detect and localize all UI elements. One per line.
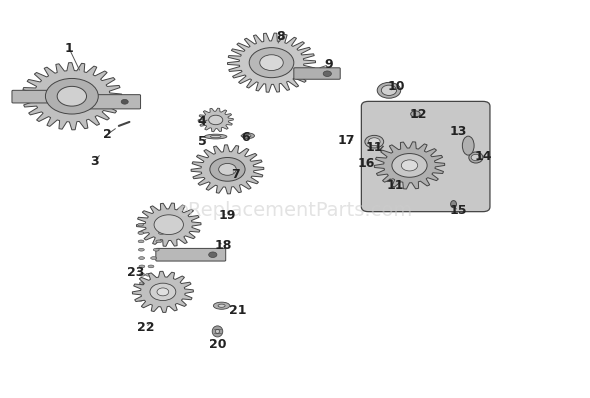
Ellipse shape xyxy=(218,304,225,307)
Circle shape xyxy=(260,55,283,70)
Text: 5: 5 xyxy=(198,135,206,148)
Text: 22: 22 xyxy=(137,321,155,334)
Text: 11: 11 xyxy=(386,179,404,193)
Ellipse shape xyxy=(138,240,144,243)
Ellipse shape xyxy=(377,82,401,98)
Circle shape xyxy=(154,215,183,234)
FancyBboxPatch shape xyxy=(361,101,490,212)
Text: 16: 16 xyxy=(358,157,375,170)
Ellipse shape xyxy=(245,135,251,137)
Circle shape xyxy=(209,252,217,258)
Circle shape xyxy=(249,48,294,78)
Text: 9: 9 xyxy=(324,58,333,71)
FancyBboxPatch shape xyxy=(12,90,55,103)
Text: 18: 18 xyxy=(215,239,232,252)
Ellipse shape xyxy=(143,282,149,285)
Polygon shape xyxy=(132,271,194,312)
Circle shape xyxy=(157,288,169,296)
Text: 23: 23 xyxy=(127,266,144,279)
Text: 2: 2 xyxy=(103,128,112,141)
Ellipse shape xyxy=(215,330,219,334)
Text: 21: 21 xyxy=(229,304,246,317)
Text: 6: 6 xyxy=(241,131,250,144)
Ellipse shape xyxy=(463,136,474,155)
Ellipse shape xyxy=(241,133,254,139)
Ellipse shape xyxy=(156,240,162,243)
Polygon shape xyxy=(191,145,264,194)
Polygon shape xyxy=(228,33,316,92)
Ellipse shape xyxy=(205,134,227,139)
Polygon shape xyxy=(374,142,445,189)
Ellipse shape xyxy=(140,290,146,293)
Circle shape xyxy=(45,78,99,114)
Text: 12: 12 xyxy=(409,107,427,121)
Text: 17: 17 xyxy=(338,134,355,147)
Ellipse shape xyxy=(139,273,145,276)
Text: 8: 8 xyxy=(276,30,284,43)
Text: 7: 7 xyxy=(231,168,240,181)
Ellipse shape xyxy=(139,257,145,259)
Ellipse shape xyxy=(159,232,165,234)
Ellipse shape xyxy=(469,152,483,163)
Ellipse shape xyxy=(153,248,159,251)
Circle shape xyxy=(401,160,418,171)
Text: eReplacementParts.com: eReplacementParts.com xyxy=(177,201,413,220)
Text: 15: 15 xyxy=(450,204,467,217)
Ellipse shape xyxy=(137,223,143,226)
Ellipse shape xyxy=(137,298,143,301)
Text: 20: 20 xyxy=(209,338,226,351)
Polygon shape xyxy=(22,62,122,130)
Text: 10: 10 xyxy=(387,80,405,93)
Text: 11: 11 xyxy=(366,141,383,154)
Text: 13: 13 xyxy=(450,125,467,138)
Circle shape xyxy=(121,100,128,104)
FancyBboxPatch shape xyxy=(88,95,140,109)
Circle shape xyxy=(471,154,481,161)
Polygon shape xyxy=(136,203,201,246)
Ellipse shape xyxy=(212,326,223,337)
Circle shape xyxy=(219,164,236,175)
Ellipse shape xyxy=(150,257,156,259)
Ellipse shape xyxy=(365,135,384,148)
Polygon shape xyxy=(198,108,233,132)
Text: 4: 4 xyxy=(198,115,206,129)
Text: 19: 19 xyxy=(219,209,236,222)
Ellipse shape xyxy=(140,290,146,293)
Ellipse shape xyxy=(148,265,154,268)
Circle shape xyxy=(392,154,427,177)
Text: 1: 1 xyxy=(64,41,73,55)
Text: 14: 14 xyxy=(474,150,491,163)
FancyBboxPatch shape xyxy=(294,68,340,79)
Ellipse shape xyxy=(214,302,230,309)
Ellipse shape xyxy=(139,265,145,268)
Circle shape xyxy=(381,85,396,96)
Ellipse shape xyxy=(138,232,144,234)
Ellipse shape xyxy=(139,282,145,285)
Circle shape xyxy=(411,111,420,117)
FancyBboxPatch shape xyxy=(156,248,226,261)
Ellipse shape xyxy=(139,248,145,251)
Circle shape xyxy=(323,71,332,76)
Ellipse shape xyxy=(451,201,457,208)
Ellipse shape xyxy=(211,135,221,138)
Circle shape xyxy=(57,86,87,106)
Circle shape xyxy=(368,138,380,146)
Circle shape xyxy=(150,283,176,300)
Circle shape xyxy=(209,115,223,125)
Circle shape xyxy=(210,158,245,181)
Ellipse shape xyxy=(146,273,151,276)
Text: 3: 3 xyxy=(90,155,99,168)
